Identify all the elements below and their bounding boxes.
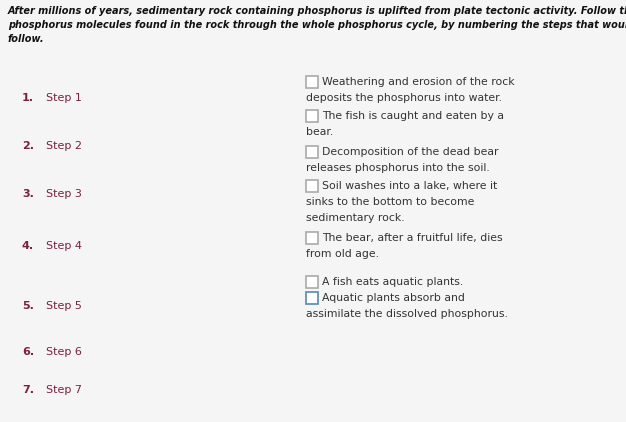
Text: deposits the phosphorus into water.: deposits the phosphorus into water. (306, 92, 502, 103)
Text: sedimentary rock.: sedimentary rock. (306, 213, 404, 222)
Text: sinks to the bottom to become: sinks to the bottom to become (306, 197, 475, 207)
Text: After millions of years, sedimentary rock containing phosphorus is uplifted from: After millions of years, sedimentary roc… (8, 6, 626, 44)
Text: The bear, after a fruitful life, dies: The bear, after a fruitful life, dies (322, 233, 503, 243)
Text: bear.: bear. (306, 127, 333, 137)
Bar (306, 180, 318, 192)
Text: Step 7: Step 7 (46, 385, 82, 395)
Text: Step 5: Step 5 (46, 301, 82, 311)
Text: releases phosphorus into the soil.: releases phosphorus into the soil. (306, 162, 490, 173)
Text: Step 4: Step 4 (46, 241, 82, 251)
Bar (306, 292, 318, 303)
Bar (306, 146, 318, 157)
Text: 1.: 1. (22, 93, 34, 103)
Text: 6.: 6. (22, 347, 34, 357)
Text: Step 3: Step 3 (46, 189, 82, 199)
Text: 4.: 4. (22, 241, 34, 251)
Text: 7.: 7. (22, 385, 34, 395)
Text: Decomposition of the dead bear: Decomposition of the dead bear (322, 146, 498, 157)
Text: Step 1: Step 1 (46, 93, 82, 103)
Text: from old age.: from old age. (306, 249, 379, 259)
Bar (306, 110, 318, 122)
Text: 3.: 3. (22, 189, 34, 199)
Text: Step 2: Step 2 (46, 141, 82, 151)
Text: 5.: 5. (22, 301, 34, 311)
Text: The fish is caught and eaten by a: The fish is caught and eaten by a (322, 111, 504, 121)
Bar (306, 276, 318, 288)
Text: assimilate the dissolved phosphorus.: assimilate the dissolved phosphorus. (306, 308, 508, 319)
Text: A fish eats aquatic plants.: A fish eats aquatic plants. (322, 276, 463, 287)
Text: 2.: 2. (22, 141, 34, 151)
Bar (306, 76, 318, 88)
Text: Aquatic plants absorb and: Aquatic plants absorb and (322, 292, 465, 303)
Text: Step 6: Step 6 (46, 347, 82, 357)
Bar (306, 232, 318, 243)
Text: Weathering and erosion of the rock: Weathering and erosion of the rock (322, 77, 515, 87)
Text: Soil washes into a lake, where it: Soil washes into a lake, where it (322, 181, 497, 191)
